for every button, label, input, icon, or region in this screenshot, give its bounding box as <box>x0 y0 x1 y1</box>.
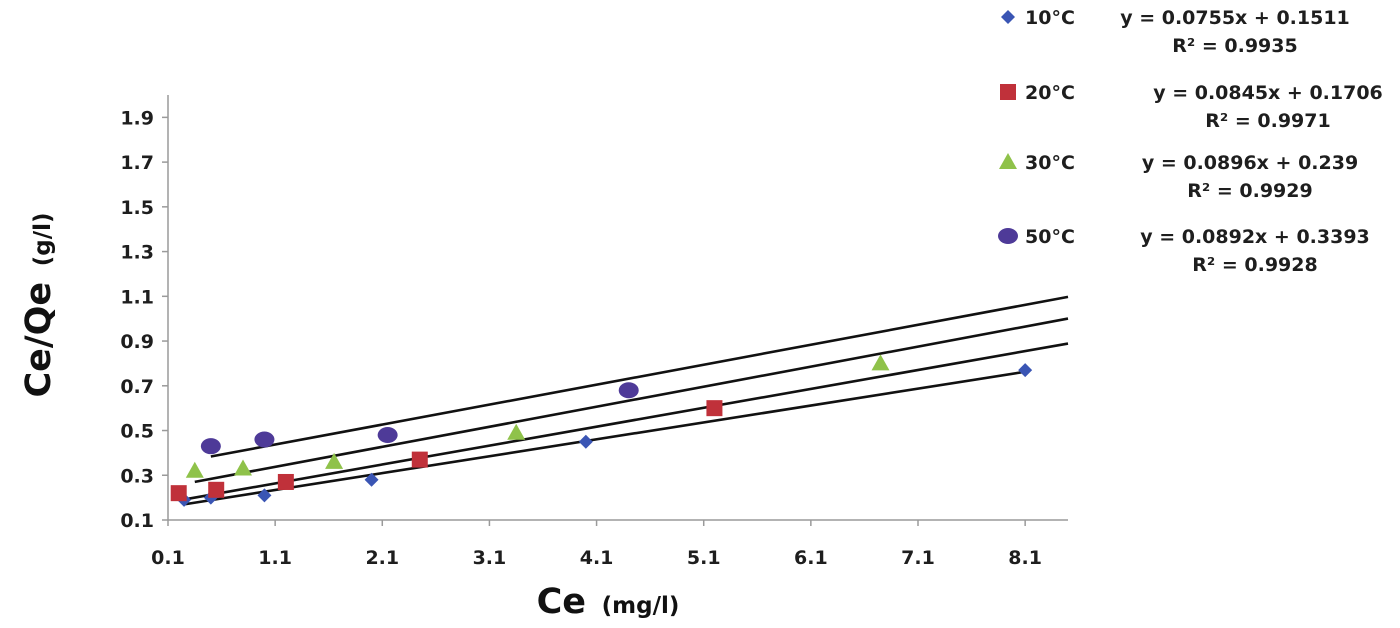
legend-marker-diamond <box>1001 10 1015 24</box>
data-point-triangle <box>507 423 526 440</box>
data-point-square <box>277 473 294 490</box>
y-tick-label: 0.9 <box>120 331 154 353</box>
x-tick-label: 6.1 <box>794 547 828 569</box>
y-tick-label: 0.5 <box>120 421 154 443</box>
y-tick-label: 1.7 <box>120 152 154 174</box>
legend-label: 30°C <box>1025 152 1075 174</box>
data-markers <box>170 354 1033 507</box>
legend-label: 10°C <box>1025 7 1075 29</box>
y-tick-label: 1.1 <box>120 286 154 308</box>
trendline-r-squared: R² = 0.9935 <box>1172 35 1297 57</box>
data-point-circle <box>618 382 639 399</box>
data-point-diamond <box>578 434 593 449</box>
data-point-square <box>706 400 723 417</box>
x-tick-label: 8.1 <box>1008 547 1042 569</box>
y-tick-label: 1.3 <box>120 242 154 264</box>
y-tick-label: 1.9 <box>120 107 154 129</box>
data-point-diamond <box>257 488 272 503</box>
trendline-equation: y = 0.0892x + 0.3393 <box>1140 226 1370 248</box>
trendline-equation: y = 0.0755x + 0.1511 <box>1120 7 1350 29</box>
legend-label: 20°C <box>1025 82 1075 104</box>
data-point-triangle <box>234 459 252 476</box>
y-tick-label: 0.7 <box>120 376 154 398</box>
trendline-square <box>178 342 1069 502</box>
legend-marker-circle <box>998 228 1018 244</box>
y-axis-title: Ce/Qe (g/l) <box>19 212 59 397</box>
plot-area: 0.1 0.3 0.5 0.7 0.9 1.1 1.3 1.5 1.7 1.9 0.1 1.1 2.1… <box>120 95 1069 569</box>
legend-label: 50°C <box>1025 226 1075 248</box>
legend: 10°C y = 0.0755x + 0.1511 R² = 0.9935 20°C y… <box>998 7 1383 276</box>
trendline-diamond <box>183 370 1026 506</box>
data-point-circle <box>200 438 221 455</box>
data-point-square <box>411 451 428 468</box>
trendline-r-squared: R² = 0.9928 <box>1192 254 1317 276</box>
data-point-triangle <box>325 452 344 469</box>
trendline-equation: y = 0.0845x + 0.1706 <box>1153 82 1383 104</box>
data-point-square <box>208 481 225 498</box>
y-tick-label: 0.1 <box>120 510 154 532</box>
data-point-diamond <box>364 472 379 487</box>
x-tick-label: 7.1 <box>901 547 935 569</box>
trendline-circle <box>210 295 1069 458</box>
trendline-triangle <box>194 317 1069 484</box>
y-tick-label: 1.5 <box>120 197 154 219</box>
data-point-triangle <box>185 461 204 478</box>
x-tick-label: 1.1 <box>258 547 292 569</box>
x-axis-ticks: 0.1 1.1 2.1 3.1 4.1 5.1 6.1 7.1 8.1 <box>151 520 1042 569</box>
data-point-circle <box>254 431 275 448</box>
trendline-equation: y = 0.0896x + 0.239 <box>1142 152 1358 174</box>
data-point-triangle <box>871 354 890 371</box>
x-tick-label: 3.1 <box>473 547 507 569</box>
trendline-r-squared: R² = 0.9971 <box>1205 110 1330 132</box>
x-tick-label: 5.1 <box>687 547 721 569</box>
x-tick-label: 0.1 <box>151 547 185 569</box>
x-axis-title: Ce (mg/l) <box>537 582 680 622</box>
x-tick-label: 2.1 <box>365 547 399 569</box>
y-axis-ticks: 0.1 0.3 0.5 0.7 0.9 1.1 1.3 1.5 1.7 1.9 <box>120 107 168 532</box>
trendlines <box>178 295 1069 506</box>
data-point-square <box>170 485 187 502</box>
trendline-r-squared: R² = 0.9929 <box>1187 180 1312 202</box>
legend-marker-triangle <box>999 153 1017 169</box>
legend-marker-square <box>1000 84 1016 100</box>
data-point-diamond <box>1018 363 1033 378</box>
data-point-circle <box>377 427 398 443</box>
x-tick-label: 4.1 <box>580 547 614 569</box>
y-tick-label: 0.3 <box>120 465 154 487</box>
